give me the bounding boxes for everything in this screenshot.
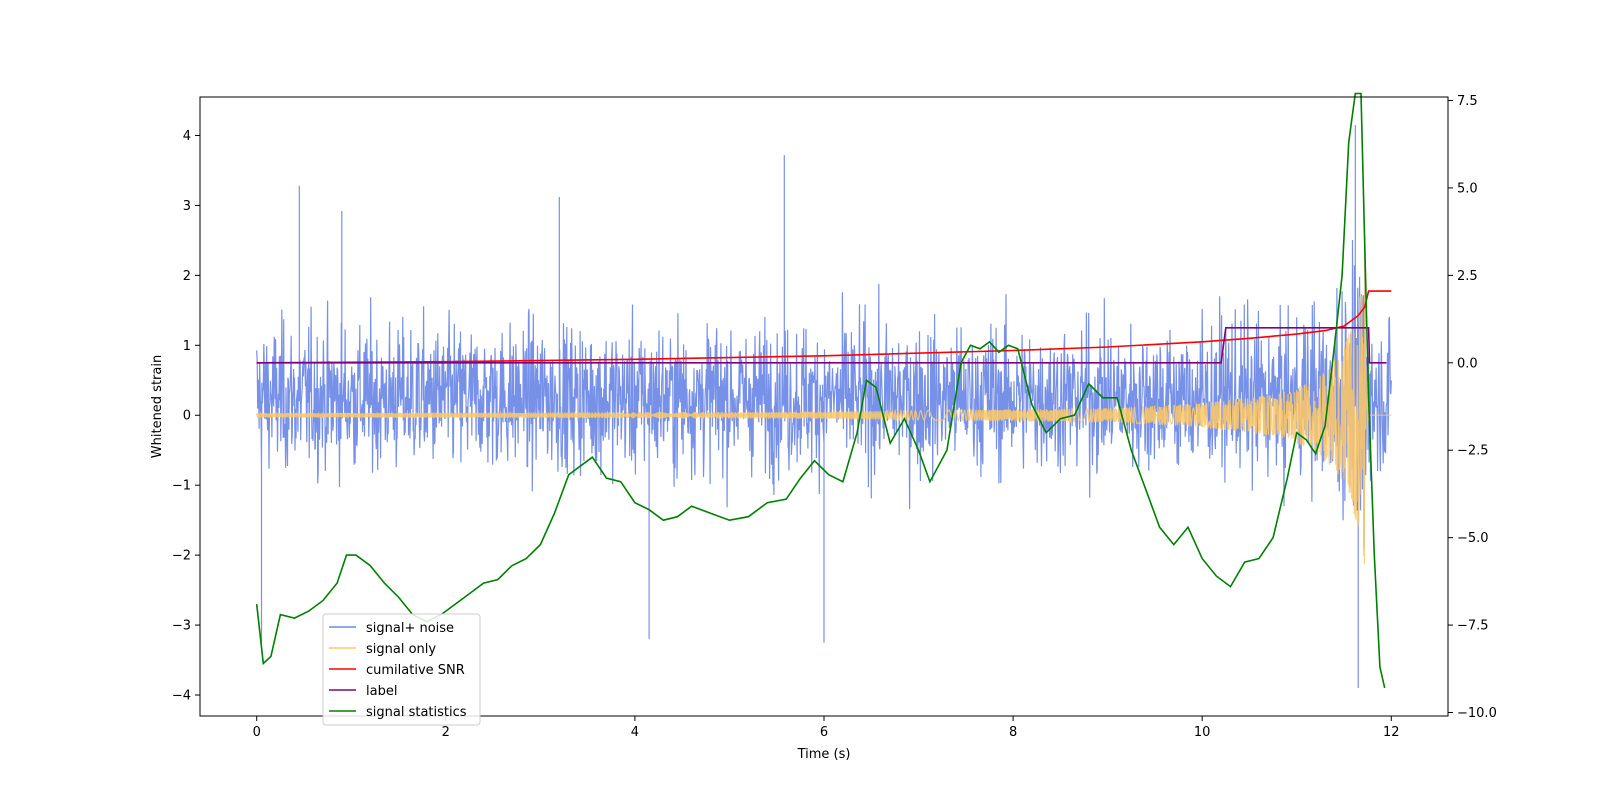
y-tick-label: −4 bbox=[172, 689, 191, 704]
legend: signal+ noise signal only cumilative SNR la… bbox=[322, 613, 481, 726]
y-tick-label: 0 bbox=[183, 409, 191, 424]
label-series bbox=[256, 326, 1387, 364]
cumulative-snr-series bbox=[256, 290, 1392, 364]
y-right-tick-label: −5.0 bbox=[1457, 531, 1489, 546]
cumulative-snr-line bbox=[256, 290, 1392, 364]
y-right-tick-label: −7.5 bbox=[1457, 619, 1489, 634]
y-tick-label: −3 bbox=[172, 619, 191, 634]
y-tick-label: 3 bbox=[183, 199, 191, 214]
legend-entry-label: signal statistics bbox=[366, 705, 467, 720]
x-tick-label: 0 bbox=[253, 725, 261, 740]
signal-only-line bbox=[256, 257, 1392, 565]
y-axis-ticks: −4 −3 −2 −1 0 1 2 3 4 bbox=[172, 129, 200, 704]
legend-entry-label: signal+ noise bbox=[366, 621, 454, 636]
legend-entry-label: signal only bbox=[366, 642, 436, 657]
y-right-tick-label: −10.0 bbox=[1457, 706, 1497, 721]
signal-only-series bbox=[256, 257, 1392, 565]
x-tick-label: 4 bbox=[631, 725, 639, 740]
x-tick-label: 2 bbox=[442, 725, 450, 740]
y-tick-label: −2 bbox=[172, 549, 191, 564]
x-axis-label: Time (s) bbox=[797, 747, 851, 762]
y-axis-label: Whitened strain bbox=[150, 355, 165, 458]
x-tick-label: 8 bbox=[1009, 725, 1017, 740]
y-tick-label: 1 bbox=[183, 339, 191, 354]
y-tick-label: −1 bbox=[172, 479, 191, 494]
label-line bbox=[256, 326, 1387, 364]
x-tick-label: 6 bbox=[820, 725, 828, 740]
y-right-axis-ticks: −10.0 −7.5 −5.0 −2.5 0.0 2.5 5.0 7.5 bbox=[1448, 94, 1497, 721]
y-right-tick-label: 2.5 bbox=[1457, 269, 1478, 284]
y-tick-label: 2 bbox=[183, 269, 191, 284]
x-axis-ticks: 0 2 4 6 8 10 12 bbox=[253, 716, 1400, 740]
y-right-tick-label: 0.0 bbox=[1457, 356, 1478, 371]
x-tick-label: 12 bbox=[1383, 725, 1400, 740]
y-right-tick-label: −2.5 bbox=[1457, 444, 1489, 459]
y-right-tick-label: 7.5 bbox=[1457, 94, 1478, 109]
legend-box bbox=[322, 613, 481, 726]
legend-entry-label: label bbox=[366, 684, 397, 699]
legend-entry-label: cumilative SNR bbox=[366, 663, 465, 678]
y-right-tick-label: 5.0 bbox=[1457, 181, 1478, 196]
x-tick-label: 10 bbox=[1194, 725, 1211, 740]
signal-noise-series bbox=[256, 125, 1392, 688]
signal-noise-line bbox=[256, 125, 1392, 688]
y-tick-label: 4 bbox=[183, 129, 191, 144]
